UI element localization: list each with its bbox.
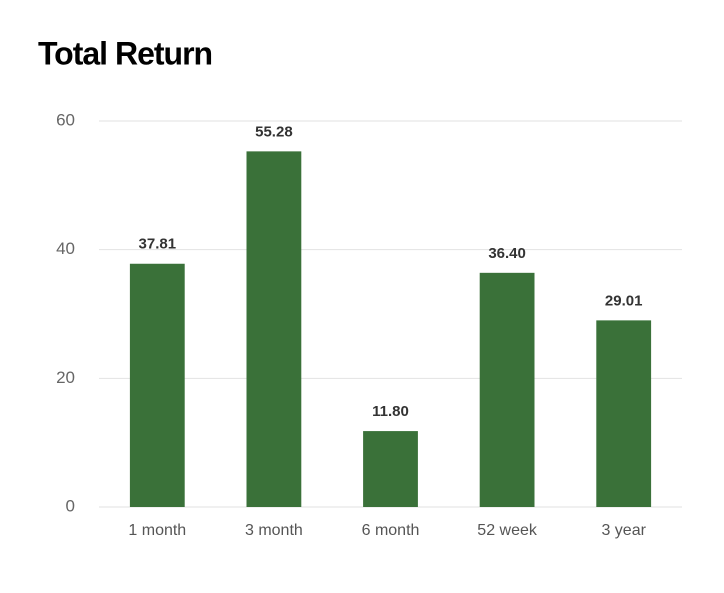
- bar: [479, 272, 535, 507]
- value-label: 37.81: [139, 236, 177, 253]
- x-tick-label: 52 week: [477, 522, 538, 539]
- x-tick-label: 6 month: [362, 522, 420, 539]
- x-tick-label: 3 year: [601, 522, 646, 539]
- value-label: 29.01: [605, 292, 643, 309]
- bar: [129, 263, 185, 507]
- x-tick-label: 1 month: [128, 522, 186, 539]
- bar: [246, 151, 302, 507]
- y-tick-label: 20: [56, 368, 75, 387]
- value-label: 55.28: [255, 123, 293, 140]
- y-tick-label: 40: [56, 239, 75, 258]
- value-label: 36.40: [488, 245, 526, 262]
- chart-title: Total Return: [38, 35, 212, 71]
- bar: [596, 320, 652, 507]
- bar: [363, 431, 418, 507]
- value-label: 11.80: [372, 403, 409, 420]
- x-tick-label: 3 month: [245, 522, 303, 539]
- y-tick-label: 0: [66, 496, 75, 515]
- y-tick-label: 60: [56, 110, 75, 129]
